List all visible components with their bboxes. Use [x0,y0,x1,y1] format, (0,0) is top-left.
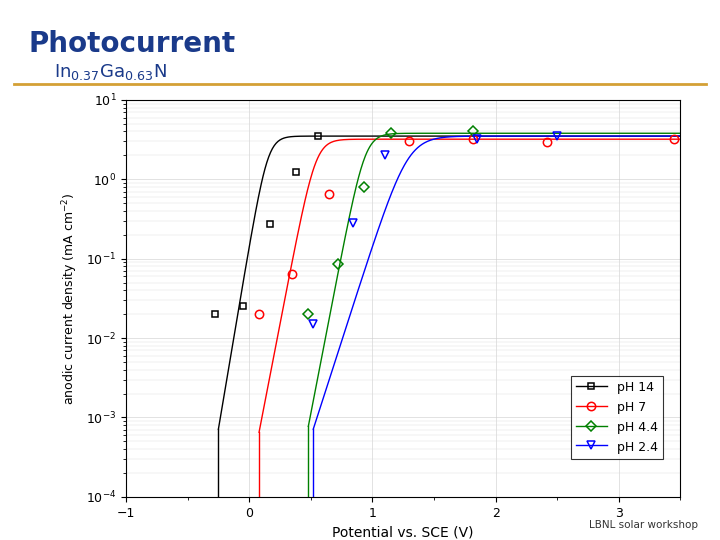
Text: LBNL solar workshop: LBNL solar workshop [590,520,698,530]
Y-axis label: anodic current density (mA cm$^{-2}$): anodic current density (mA cm$^{-2}$) [60,192,81,404]
Legend: pH 14, pH 7, pH 4.4, pH 2.4: pH 14, pH 7, pH 4.4, pH 2.4 [571,375,663,459]
Text: In$_{0.37}$Ga$_{0.63}$N: In$_{0.37}$Ga$_{0.63}$N [54,62,167,82]
X-axis label: Potential vs. SCE (V): Potential vs. SCE (V) [333,525,474,539]
Text: Photocurrent: Photocurrent [29,30,236,58]
